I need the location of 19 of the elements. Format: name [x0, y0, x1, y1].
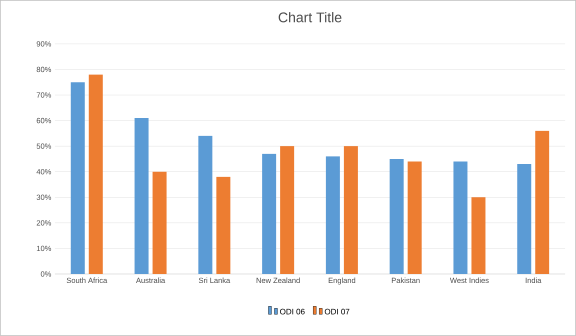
bar — [70, 82, 85, 274]
bar — [88, 74, 103, 274]
bar — [471, 197, 486, 274]
bar — [198, 136, 212, 274]
bar — [408, 162, 422, 274]
legend-label: ODI 06 — [280, 308, 305, 314]
legend-label: ODI 07 — [324, 308, 350, 314]
bar — [216, 176, 230, 274]
bar — [134, 118, 149, 274]
bar — [517, 164, 532, 274]
bar — [535, 130, 550, 274]
bar — [326, 156, 340, 274]
bar — [280, 146, 294, 274]
bar — [152, 172, 167, 274]
bar — [344, 146, 358, 274]
bar — [453, 162, 468, 274]
bar — [262, 154, 276, 274]
bar — [390, 158, 404, 274]
chart-title: Chart Title — [278, 12, 342, 22]
